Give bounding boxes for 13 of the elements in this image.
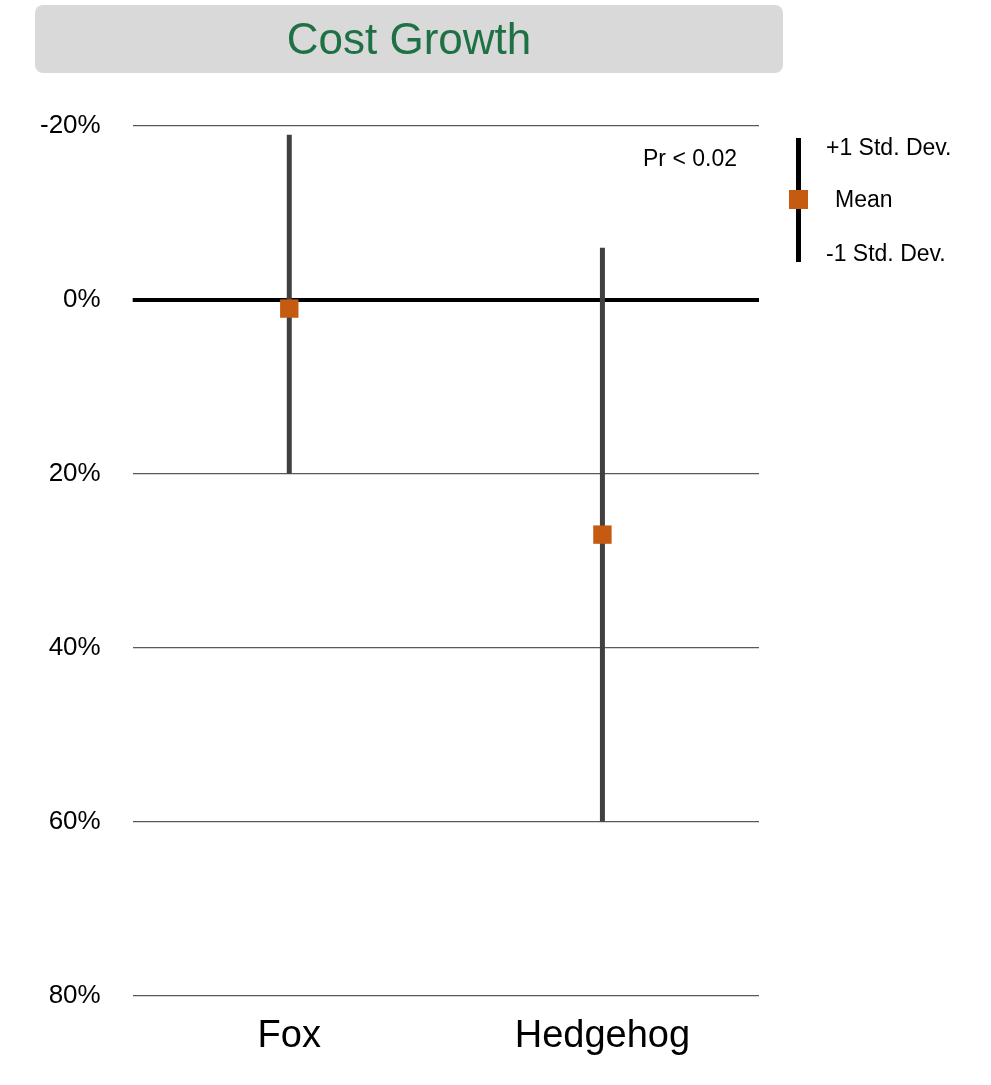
y-tick-label: 60%	[48, 804, 101, 835]
text: -1 Std. Dev.	[826, 240, 946, 267]
chart-title: Cost Growth	[35, 5, 783, 73]
x-tick-label: Fox	[257, 1012, 321, 1055]
y-tick-label: 40%	[48, 630, 101, 661]
y-tick-label: 80%	[48, 978, 101, 1009]
y-tick-label: 20%	[48, 456, 101, 487]
y-tick-label: 0%	[63, 283, 101, 314]
y-tick-label: -20%	[39, 109, 101, 140]
annotation: Pr < 0.02	[643, 145, 737, 172]
text: +1 Std. Dev.	[826, 134, 952, 161]
x-tick-label: Hedgehog	[514, 1012, 691, 1055]
legend-label: Mean	[835, 186, 893, 213]
